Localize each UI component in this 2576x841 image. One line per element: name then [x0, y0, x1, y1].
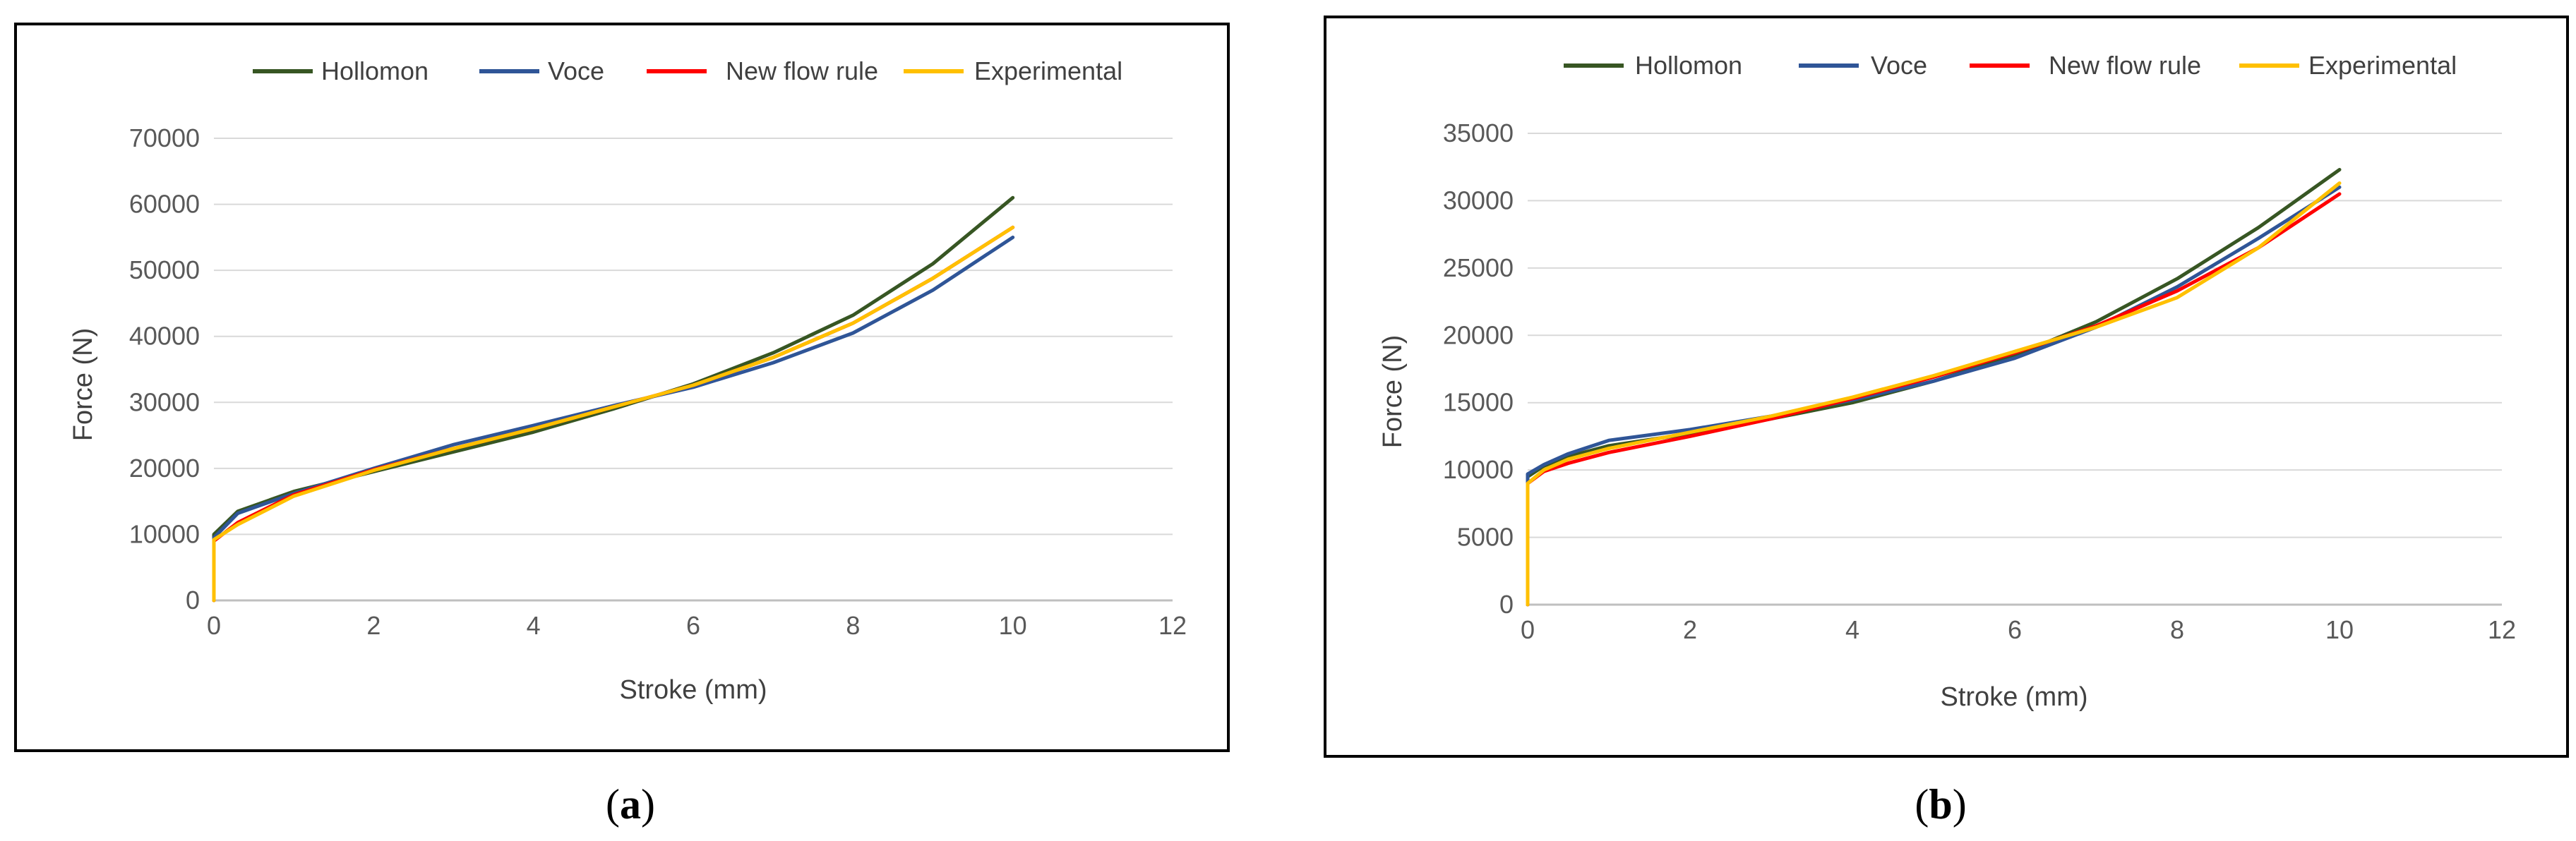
- x-tick-label: 6: [2008, 615, 2022, 644]
- y-tick-label: 10000: [129, 519, 200, 548]
- plot-area-b: 0 5000 10000 15000 20000 25000 30000 35000 0 2 4 6 8…: [1443, 119, 2516, 644]
- x-tick-label: 2: [1683, 615, 1697, 644]
- series-line-experimental: [1526, 181, 2342, 607]
- legend-label-hollomon: Hollomon: [321, 56, 429, 85]
- x-tick-label: 10: [999, 611, 1027, 640]
- y-axis-title-a: Force (N): [68, 328, 98, 441]
- series-line-voce: [212, 235, 1015, 603]
- x-tick-label: 0: [207, 611, 221, 640]
- legend-label-new-flow-rule: New flow rule: [726, 56, 878, 85]
- y-axis-title-b: Force (N): [1378, 335, 1408, 448]
- legend-label-voce: Voce: [1871, 51, 1927, 80]
- caption-a-letter: a: [620, 781, 641, 828]
- x-tick-label: 8: [846, 611, 860, 640]
- legend-b: Hollomon Voce New flow rule Experimental: [1564, 51, 2457, 80]
- caption-b: (b): [1915, 781, 1966, 828]
- x-tick-label: 0: [1521, 615, 1535, 644]
- x-tick-label: 8: [2170, 615, 2184, 644]
- legend-a: Hollomon Voce New flow rule Experimental: [253, 56, 1122, 85]
- panel-a: Hollomon Voce New flow rule Experimental…: [14, 23, 1230, 752]
- legend-label-new-flow-rule: New flow rule: [2049, 51, 2201, 80]
- x-tick-label: 4: [1845, 615, 1859, 644]
- x-tick-label: 12: [1158, 611, 1187, 640]
- y-tick-label: 0: [186, 586, 200, 615]
- y-tick-label: 50000: [129, 255, 200, 284]
- y-tick-label: 60000: [129, 190, 200, 219]
- panel-a-border: [14, 23, 1230, 752]
- series-line-experimental: [212, 225, 1015, 603]
- x-tick-label: 10: [2325, 615, 2354, 644]
- x-tick-label: 4: [527, 611, 541, 640]
- x-tick-label: 12: [2488, 615, 2516, 644]
- x-axis-title-a: Stroke (mm): [620, 675, 767, 705]
- panel-b-border: [1324, 16, 2569, 758]
- legend-label-hollomon: Hollomon: [1635, 51, 1742, 80]
- y-tick-label: 20000: [129, 454, 200, 483]
- series-line-hollomon: [212, 195, 1015, 603]
- panel-b: Hollomon Voce New flow rule Experimental…: [1324, 16, 2569, 758]
- y-tick-label: 30000: [1443, 186, 1514, 214]
- y-tick-label: 35000: [1443, 119, 1514, 147]
- y-tick-label: 40000: [129, 322, 200, 351]
- x-tick-label: 6: [686, 611, 700, 640]
- legend-label-experimental: Experimental: [974, 56, 1122, 85]
- y-tick-label: 30000: [129, 387, 200, 416]
- caption-a: (a): [606, 781, 655, 828]
- y-tick-label: 15000: [1443, 388, 1514, 417]
- y-tick-label: 20000: [1443, 320, 1514, 349]
- y-tick-label: 10000: [1443, 455, 1514, 484]
- legend-label-experimental: Experimental: [2308, 51, 2457, 80]
- caption-b-letter: b: [1929, 781, 1952, 828]
- legend-label-voce: Voce: [548, 56, 604, 85]
- y-tick-label: 25000: [1443, 253, 1514, 282]
- x-axis-title-b: Stroke (mm): [1941, 682, 2088, 712]
- y-tick-label: 5000: [1457, 523, 1514, 552]
- plot-area-a: 0 10000 20000 30000 40000 50000 60000 70000 0 2 4 6…: [129, 123, 1187, 640]
- y-tick-label: 70000: [129, 123, 200, 152]
- x-tick-label: 2: [366, 611, 381, 640]
- y-tick-label: 0: [1499, 590, 1514, 619]
